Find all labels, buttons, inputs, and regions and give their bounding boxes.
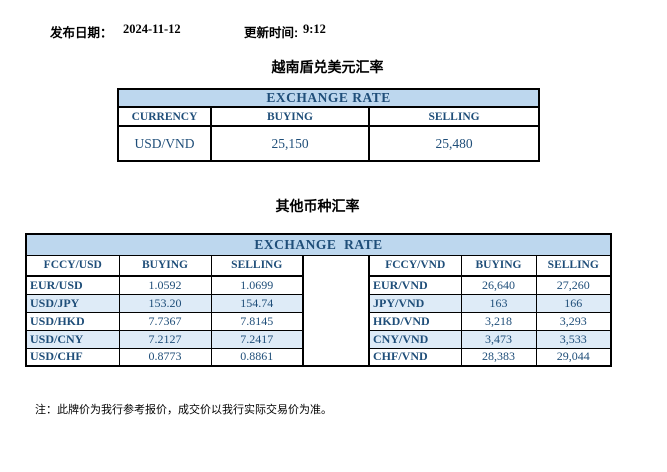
column-header-row: CURRENCY BUYING SELLING — [117, 106, 541, 127]
selling-rate: 3,533 — [535, 329, 612, 349]
selling-column-header: SELLING — [210, 254, 304, 277]
disclaimer-note: 注：此牌价为我行参考报价，成交价以我行实际交易价为准。 — [35, 404, 332, 416]
fccy-usd-column-header: FCCY/USD — [25, 254, 120, 277]
table-row: USD/HKD 7.7367 7.8145 HKD/VND 3,218 3,29… — [25, 311, 612, 331]
fccy-vnd-column-header: FCCY/VND — [368, 254, 462, 277]
updated-time-value: 9:12 — [303, 22, 326, 36]
currency-pair: CNY/VND — [368, 329, 462, 349]
table-row: USD/VND 25,150 25,480 — [117, 125, 541, 162]
currency-pair: USD/CHF — [25, 347, 120, 367]
currency-pair: USD/CNY — [25, 329, 120, 349]
selling-rate: 154.74 — [210, 293, 304, 313]
table-header-row: EXCHANGE RATE — [25, 233, 612, 256]
currency-column-header: CURRENCY — [117, 106, 212, 127]
table-row: USD/CHF 0.8773 0.8861 CHF/VND 28,383 29,… — [25, 347, 612, 367]
currency-pair: JPY/VND — [368, 293, 462, 313]
selling-rate: 1.0699 — [210, 275, 304, 295]
buying-rate: 1.0592 — [118, 275, 212, 295]
published-date-value: 2024-11-12 — [123, 22, 181, 36]
buying-rate: 0.8773 — [118, 347, 212, 367]
buying-column-header: BUYING — [210, 106, 370, 127]
buying-rate: 25,150 — [210, 125, 370, 162]
other-section-title: 其他币种汇率 — [275, 198, 360, 214]
selling-rate: 3,293 — [535, 311, 612, 331]
selling-column-header: SELLING — [367, 106, 541, 127]
published-date-label: 发布日期： — [50, 26, 113, 40]
other-currencies-rate-table: EXCHANGE RATE FCCY/USD BUYING SELLING FC… — [25, 233, 612, 367]
buying-rate: 153.20 — [118, 293, 212, 313]
table-row: EUR/USD 1.0592 1.0699 EUR/VND 26,640 27,… — [25, 275, 612, 295]
exchange-rate-header: EXCHANGE RATE — [25, 233, 612, 256]
table-row: USD/JPY 153.20 154.74 JPY/VND 163 166 — [25, 293, 612, 313]
selling-rate: 27,260 — [535, 275, 612, 295]
currency-pair: CHF/VND — [368, 347, 462, 367]
updated-time-label: 更新时间: — [244, 26, 299, 40]
selling-rate: 7.8145 — [210, 311, 304, 331]
currency-pair: USD/VND — [117, 125, 212, 162]
buying-column-header: BUYING — [460, 254, 537, 277]
buying-rate: 3,218 — [460, 311, 537, 331]
buying-rate: 26,640 — [460, 275, 537, 295]
usd-section-title: 越南盾兑美元汇率 — [271, 59, 384, 75]
currency-pair: HKD/VND — [368, 311, 462, 331]
buying-rate: 28,383 — [460, 347, 537, 367]
selling-rate: 0.8861 — [210, 347, 304, 367]
currency-pair: USD/HKD — [25, 311, 120, 331]
buying-rate: 3,473 — [460, 329, 537, 349]
usd-vnd-rate-table: EXCHANGE RATE CURRENCY BUYING SELLING US… — [116, 88, 541, 162]
currency-pair: USD/JPY — [25, 293, 120, 313]
selling-column-header: SELLING — [535, 254, 612, 277]
currency-pair: EUR/VND — [368, 275, 462, 295]
exchange-rate-header: EXCHANGE RATE — [116, 88, 541, 108]
table-row: USD/CNY 7.2127 7.2417 CNY/VND 3,473 3,53… — [25, 329, 612, 349]
table-header-row: EXCHANGE RATE — [116, 88, 541, 108]
selling-rate: 166 — [535, 293, 612, 313]
selling-rate: 29,044 — [535, 347, 612, 367]
selling-rate: 7.2417 — [210, 329, 304, 349]
buying-rate: 163 — [460, 293, 537, 313]
column-header-row: FCCY/USD BUYING SELLING FCCY/VND BUYING … — [25, 254, 612, 367]
currency-pair: EUR/USD — [25, 275, 120, 295]
buying-rate: 7.7367 — [118, 311, 212, 331]
spacer-cell — [302, 254, 370, 367]
buying-rate: 7.2127 — [118, 329, 212, 349]
selling-rate: 25,480 — [367, 125, 541, 162]
buying-column-header: BUYING — [118, 254, 212, 277]
